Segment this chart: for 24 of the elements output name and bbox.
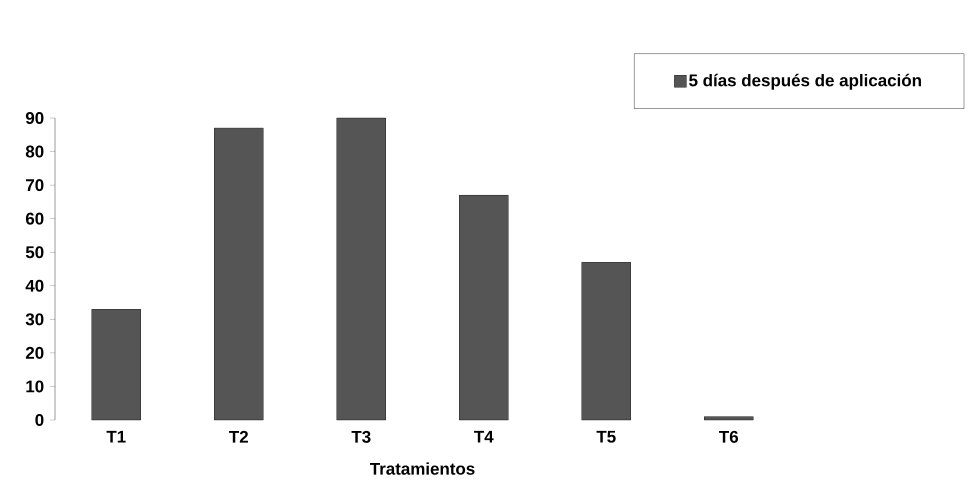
x-tick-label: T6	[719, 430, 738, 443]
x-tick-label: T4	[474, 430, 494, 442]
y-tick-label: 10	[26, 380, 44, 392]
bar	[92, 309, 141, 420]
y-tick-label: 70	[26, 179, 44, 192]
y-tick-label: 60	[26, 212, 44, 225]
legend-label: 5 días después de aplicación	[689, 74, 921, 90]
y-tick-label: 30	[26, 313, 44, 326]
bar	[704, 416, 754, 420]
bar	[582, 262, 631, 420]
y-tick-label: 90	[26, 112, 44, 124]
x-axis-title: Tratamientos	[370, 462, 475, 475]
y-tick-label: 40	[26, 280, 44, 292]
x-tick-label: T3	[352, 430, 371, 443]
y-tick-label: 20	[26, 346, 44, 359]
bar	[336, 118, 386, 420]
bar	[214, 128, 264, 420]
y-tick-label: 0	[35, 414, 44, 426]
y-tick-label: 80	[26, 146, 44, 158]
y-tick-label: 50	[26, 246, 44, 258]
x-tick-label: T2	[229, 430, 248, 443]
x-tick-label: T1	[106, 430, 126, 442]
bar	[459, 194, 508, 420]
x-tick-label: T5	[596, 430, 616, 443]
